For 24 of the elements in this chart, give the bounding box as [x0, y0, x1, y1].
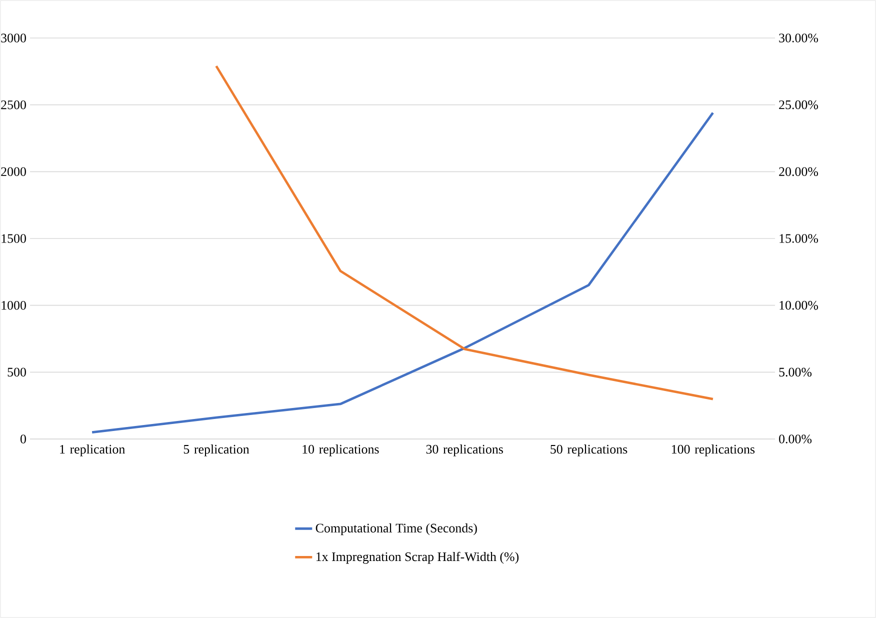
legend-label: 1x Impregnation Scrap Half-Width (%)	[316, 552, 519, 564]
y2-tick-label: 20.00%	[779, 167, 818, 176]
y-tick-label: 0	[20, 434, 26, 444]
y-tick-label: 1500	[2, 234, 26, 243]
y-tick-label: 3000	[1, 34, 26, 42]
y2-tick-label: 30.00%	[779, 34, 818, 42]
y2-tick-label: 5.00%	[779, 368, 812, 377]
y2-tick-label: 0.00%	[779, 434, 812, 444]
line-series	[215, 64, 714, 400]
y-tick-label: 2000	[1, 167, 26, 176]
y-tick-label: 2500	[1, 100, 26, 110]
x-tick-label: 30 replications	[426, 444, 503, 456]
y2-tick-label: 15.00%	[780, 234, 818, 243]
y-tick-label: 1000	[2, 300, 26, 310]
y2-tick-label: 10.00%	[780, 300, 818, 310]
x-tick-label: 1 replication	[60, 444, 125, 456]
x-tick-label: 10 replications	[302, 444, 379, 456]
y-tick-label: 500	[8, 368, 26, 377]
x-tick-label: 5 replication	[184, 444, 250, 456]
line-series	[90, 112, 714, 434]
x-tick-label: 100 replications	[672, 444, 755, 456]
legend-label: Computational Time (Seconds)	[316, 523, 477, 536]
y2-tick-label: 25.00%	[779, 100, 818, 110]
x-tick-label: 50 replications	[550, 444, 628, 456]
